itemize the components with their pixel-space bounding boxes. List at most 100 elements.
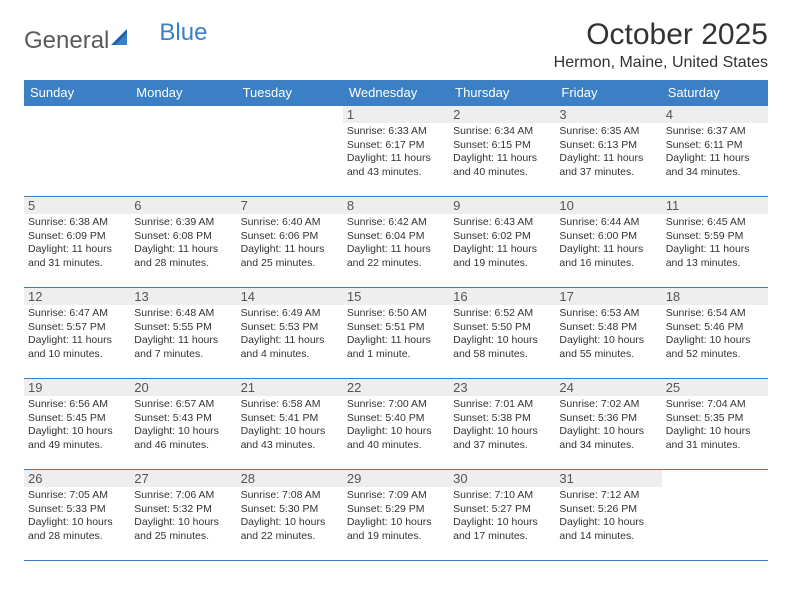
daylight-text: Daylight: 10 hours and 52 minutes. — [666, 334, 764, 361]
daylight-text: Daylight: 11 hours and 13 minutes. — [666, 243, 764, 270]
cell-content: Sunrise: 7:01 AMSunset: 5:38 PMDaylight:… — [453, 398, 551, 453]
day-header: Friday — [555, 80, 661, 106]
sunset-text: Sunset: 6:13 PM — [559, 139, 657, 153]
logo-text-part2: Blue — [159, 19, 207, 47]
cell-content: Sunrise: 6:40 AMSunset: 6:06 PMDaylight:… — [241, 216, 339, 271]
title-block: October 2025 Hermon, Maine, United State… — [554, 18, 768, 72]
sunset-text: Sunset: 6:08 PM — [134, 230, 232, 244]
calendar-cell: 31Sunrise: 7:12 AMSunset: 5:26 PMDayligh… — [555, 470, 661, 561]
sunrise-text: Sunrise: 6:44 AM — [559, 216, 657, 230]
daylight-text: Daylight: 10 hours and 58 minutes. — [453, 334, 551, 361]
sunrise-text: Sunrise: 7:01 AM — [453, 398, 551, 412]
cell-content: Sunrise: 6:52 AMSunset: 5:50 PMDaylight:… — [453, 307, 551, 362]
cell-content: Sunrise: 6:57 AMSunset: 5:43 PMDaylight:… — [134, 398, 232, 453]
day-number: 14 — [237, 288, 343, 305]
day-number: 24 — [555, 379, 661, 396]
day-number: 29 — [343, 470, 449, 487]
sunset-text: Sunset: 6:15 PM — [453, 139, 551, 153]
calendar-table: Sunday Monday Tuesday Wednesday Thursday… — [24, 80, 768, 561]
day-header: Sunday — [24, 80, 130, 106]
calendar-cell: 30 Sunrise: 7:10 AMSunset: 5:27 PMDayligh… — [449, 470, 555, 561]
sunset-text: Sunset: 5:55 PM — [134, 321, 232, 335]
sunrise-text: Sunrise: 7:09 AM — [347, 489, 445, 503]
day-number: 23 — [449, 379, 555, 396]
calendar-row: 5 Sunrise: 6:38 AMSunset: 6:09 PMDaylight… — [24, 197, 768, 288]
cell-content: Sunrise: 6:35 AMSunset: 6:13 PMDaylight:… — [559, 125, 657, 180]
daylight-text: Daylight: 10 hours and 14 minutes. — [559, 516, 657, 543]
sunset-text: Sunset: 5:40 PM — [347, 412, 445, 426]
sunrise-text: Sunrise: 6:34 AM — [453, 125, 551, 139]
sunset-text: Sunset: 5:57 PM — [28, 321, 126, 335]
daylight-text: Daylight: 10 hours and 22 minutes. — [241, 516, 339, 543]
calendar-cell: 13Sunrise: 6:48 AMSunset: 5:55 PMDayligh… — [130, 288, 236, 379]
cell-content: Sunrise: 6:44 AMSunset: 6:00 PMDaylight:… — [559, 216, 657, 271]
sunrise-text: Sunrise: 7:10 AM — [453, 489, 551, 503]
sunrise-text: Sunrise: 6:45 AM — [666, 216, 764, 230]
calendar-cell: 4Sunrise: 6:37 AMSunset: 6:11 PMDaylight… — [662, 106, 768, 197]
daylight-text: Daylight: 11 hours and 4 minutes. — [241, 334, 339, 361]
day-number: 27 — [130, 470, 236, 487]
calendar-row: 19Sunrise: 6:56 AMSunset: 5:45 PMDayligh… — [24, 379, 768, 470]
sunset-text: Sunset: 6:06 PM — [241, 230, 339, 244]
calendar-page: General Blue October 2025 Hermon, Maine,… — [0, 0, 792, 571]
calendar-cell: 21Sunrise: 6:58 AMSunset: 5:41 PMDayligh… — [237, 379, 343, 470]
day-number: 13 — [130, 288, 236, 305]
daylight-text: Daylight: 10 hours and 25 minutes. — [134, 516, 232, 543]
day-number: 31 — [555, 470, 661, 487]
day-header: Tuesday — [237, 80, 343, 106]
calendar-cell: 19Sunrise: 6:56 AMSunset: 5:45 PMDayligh… — [24, 379, 130, 470]
sunset-text: Sunset: 5:27 PM — [453, 503, 551, 517]
sunrise-text: Sunrise: 7:02 AM — [559, 398, 657, 412]
sunrise-text: Sunrise: 6:52 AM — [453, 307, 551, 321]
calendar-body: 1Sunrise: 6:33 AMSunset: 6:17 PMDaylight… — [24, 106, 768, 561]
sunrise-text: Sunrise: 6:57 AM — [134, 398, 232, 412]
daylight-text: Daylight: 10 hours and 43 minutes. — [241, 425, 339, 452]
sunset-text: Sunset: 5:50 PM — [453, 321, 551, 335]
calendar-cell: 20 Sunrise: 6:57 AMSunset: 5:43 PMDayligh… — [130, 379, 236, 470]
daylight-text: Daylight: 10 hours and 17 minutes. — [453, 516, 551, 543]
calendar-cell: 1Sunrise: 6:33 AMSunset: 6:17 PMDaylight… — [343, 106, 449, 197]
sunset-text: Sunset: 6:00 PM — [559, 230, 657, 244]
daylight-text: Daylight: 11 hours and 31 minutes. — [28, 243, 126, 270]
day-header: Monday — [130, 80, 236, 106]
day-number: 5 — [24, 197, 130, 214]
daylight-text: Daylight: 11 hours and 19 minutes. — [453, 243, 551, 270]
sunrise-text: Sunrise: 7:00 AM — [347, 398, 445, 412]
daylight-text: Daylight: 11 hours and 22 minutes. — [347, 243, 445, 270]
sunrise-text: Sunrise: 6:53 AM — [559, 307, 657, 321]
sunrise-text: Sunrise: 6:48 AM — [134, 307, 232, 321]
sunrise-text: Sunrise: 7:12 AM — [559, 489, 657, 503]
cell-content: Sunrise: 6:47 AMSunset: 5:57 PMDaylight:… — [28, 307, 126, 362]
sunset-text: Sunset: 6:02 PM — [453, 230, 551, 244]
calendar-cell — [24, 106, 130, 197]
day-number: 30 — [449, 470, 555, 487]
daylight-text: Daylight: 11 hours and 25 minutes. — [241, 243, 339, 270]
cell-content: Sunrise: 7:02 AMSunset: 5:36 PMDaylight:… — [559, 398, 657, 453]
calendar-cell: 27Sunrise: 7:06 AMSunset: 5:32 PMDayligh… — [130, 470, 236, 561]
location-text: Hermon, Maine, United States — [554, 54, 768, 72]
day-number: 19 — [24, 379, 130, 396]
calendar-cell: 16Sunrise: 6:52 AMSunset: 5:50 PMDayligh… — [449, 288, 555, 379]
calendar-cell — [662, 470, 768, 561]
calendar-cell: 22Sunrise: 7:00 AMSunset: 5:40 PMDayligh… — [343, 379, 449, 470]
sunrise-text: Sunrise: 6:58 AM — [241, 398, 339, 412]
calendar-cell: 17Sunrise: 6:53 AMSunset: 5:48 PMDayligh… — [555, 288, 661, 379]
day-number: 3 — [555, 106, 661, 123]
sunset-text: Sunset: 5:41 PM — [241, 412, 339, 426]
calendar-cell: 24 Sunrise: 7:02 AMSunset: 5:36 PMDayligh… — [555, 379, 661, 470]
calendar-cell: 10Sunrise: 6:44 AMSunset: 6:00 PMDayligh… — [555, 197, 661, 288]
day-number: 20 — [130, 379, 236, 396]
day-number: 28 — [237, 470, 343, 487]
sunrise-text: Sunrise: 6:50 AM — [347, 307, 445, 321]
sunset-text: Sunset: 5:33 PM — [28, 503, 126, 517]
daylight-text: Daylight: 10 hours and 34 minutes. — [559, 425, 657, 452]
cell-content: Sunrise: 6:34 AMSunset: 6:15 PMDaylight:… — [453, 125, 551, 180]
cell-content: Sunrise: 6:38 AMSunset: 6:09 PMDaylight:… — [28, 216, 126, 271]
sunrise-text: Sunrise: 7:06 AM — [134, 489, 232, 503]
daylight-text: Daylight: 11 hours and 16 minutes. — [559, 243, 657, 270]
sunrise-text: Sunrise: 6:47 AM — [28, 307, 126, 321]
day-number: 22 — [343, 379, 449, 396]
sunrise-text: Sunrise: 6:49 AM — [241, 307, 339, 321]
calendar-cell: 15Sunrise: 6:50 AMSunset: 5:51 PMDayligh… — [343, 288, 449, 379]
cell-content: Sunrise: 6:39 AMSunset: 6:08 PMDaylight:… — [134, 216, 232, 271]
